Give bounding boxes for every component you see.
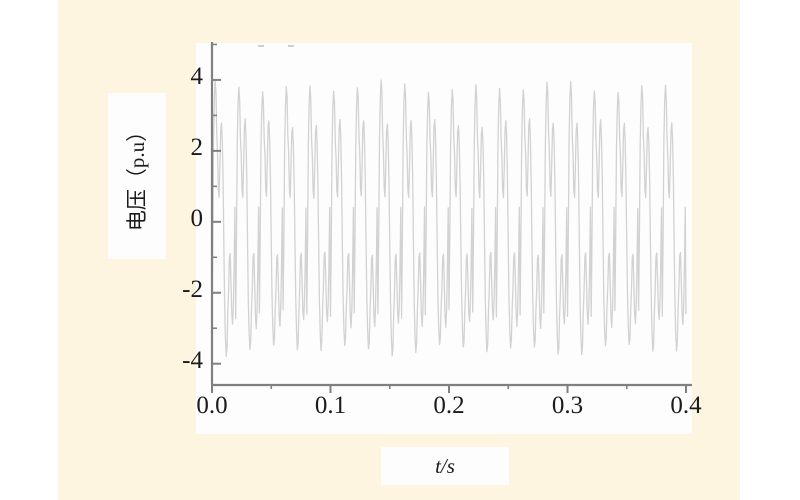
y-tick-label: 0 bbox=[190, 204, 204, 232]
x-axis-title: t/s bbox=[435, 453, 455, 478]
y-tick-label: 2 bbox=[190, 133, 204, 161]
y-axis-title-box bbox=[108, 93, 166, 259]
y-tick-label: 4 bbox=[190, 62, 204, 90]
scan-artifact-speck bbox=[288, 45, 294, 47]
x-tick-label-band bbox=[196, 386, 692, 434]
waveform-line bbox=[211, 79, 687, 358]
scan-artifact-speck bbox=[258, 45, 264, 47]
y-tick-label: -2 bbox=[182, 275, 203, 303]
x-axis-title-box bbox=[381, 447, 509, 485]
x-tick-label: 0.3 bbox=[551, 392, 584, 419]
axis-lines-and-ticks bbox=[210, 42, 692, 393]
waveform-series bbox=[211, 79, 687, 358]
plot-canvas bbox=[196, 43, 692, 432]
y-tick-label: -4 bbox=[182, 346, 203, 374]
x-tick-label: 0.2 bbox=[433, 392, 465, 419]
x-tick-label: 0.1 bbox=[314, 392, 347, 419]
x-tick-label: 0.0 bbox=[196, 392, 228, 419]
x-tick-label: 0.4 bbox=[670, 392, 702, 419]
